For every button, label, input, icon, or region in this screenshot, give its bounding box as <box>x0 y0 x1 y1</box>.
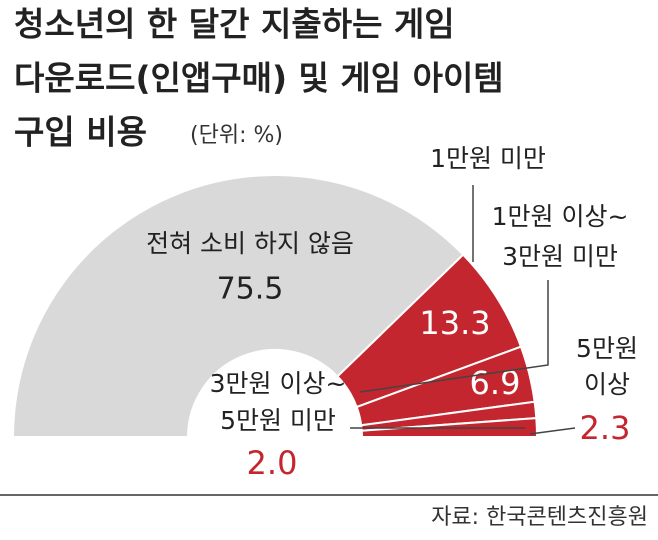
category-label: 이상 <box>584 370 630 399</box>
category-label: 1만원 미만 <box>430 144 546 173</box>
value-label: 2.3 <box>580 409 631 447</box>
chart-title: 청소년의 한 달간 지출하는 게임 <box>14 5 455 44</box>
chart-title: 구입 비용 <box>14 113 147 152</box>
category-label: 3만원 이상~ <box>210 369 347 398</box>
slice <box>11 174 465 438</box>
category-label: 전혀 소비 하지 않음 <box>146 229 354 258</box>
source: 자료: 한국콘텐츠진흥원 <box>431 505 648 530</box>
value-label: 75.5 <box>217 272 284 307</box>
unit: (단위: %) <box>190 123 283 148</box>
category-label: 3만원 미만 <box>502 242 618 271</box>
category-label: 5만원 미만 <box>220 406 336 435</box>
value-label: 13.3 <box>419 304 490 342</box>
leader-line <box>359 280 549 393</box>
leader-line <box>529 427 576 435</box>
value-label: 2.0 <box>247 444 298 482</box>
category-label: 1만원 이상~ <box>492 202 629 231</box>
chart-title: 다운로드(인앱구매) 및 게임 아이템 <box>14 59 504 98</box>
category-label: 5만원 <box>576 334 638 363</box>
